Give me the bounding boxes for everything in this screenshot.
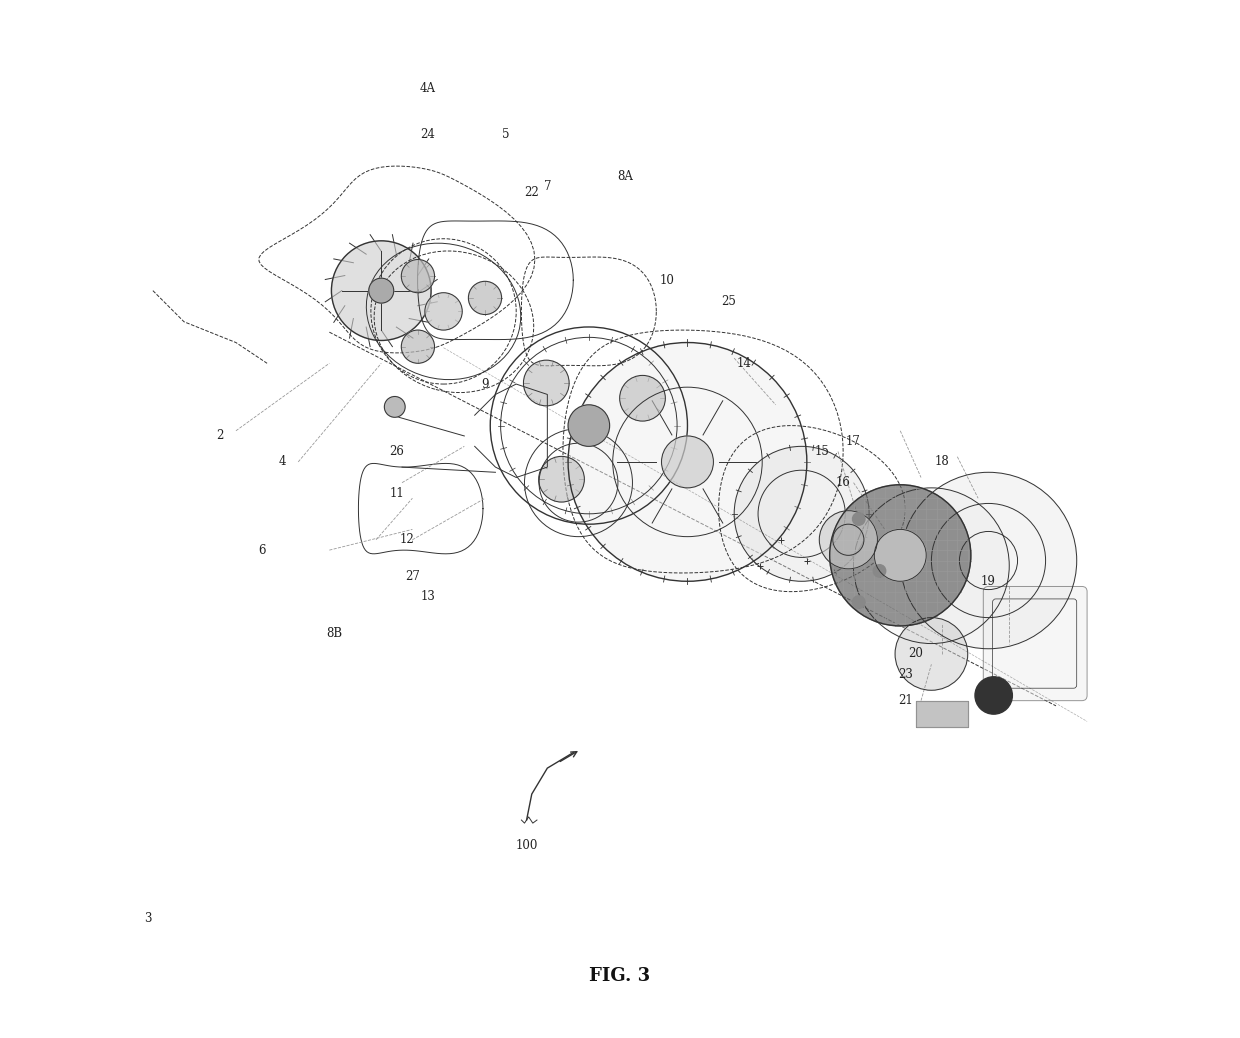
Text: 8B: 8B <box>326 627 342 639</box>
Text: 26: 26 <box>389 445 404 458</box>
Circle shape <box>368 278 394 303</box>
FancyBboxPatch shape <box>983 586 1087 701</box>
Text: 19: 19 <box>981 575 996 588</box>
Circle shape <box>568 343 807 581</box>
Text: FIG. 3: FIG. 3 <box>589 966 651 985</box>
Text: 18: 18 <box>935 456 949 468</box>
Circle shape <box>661 436 713 488</box>
Circle shape <box>734 446 869 581</box>
Text: 20: 20 <box>909 648 924 660</box>
Text: 4: 4 <box>279 456 286 468</box>
Circle shape <box>402 330 434 363</box>
Text: 8A: 8A <box>618 170 634 183</box>
Text: 14: 14 <box>737 357 751 370</box>
Circle shape <box>853 513 866 525</box>
Circle shape <box>873 565 885 577</box>
Circle shape <box>568 405 610 446</box>
Text: 17: 17 <box>846 435 861 447</box>
Circle shape <box>874 529 926 581</box>
Circle shape <box>402 260 434 293</box>
Circle shape <box>331 241 432 340</box>
Text: 9: 9 <box>481 378 489 390</box>
Text: 27: 27 <box>405 570 420 582</box>
Text: 7: 7 <box>543 181 551 193</box>
Text: 6: 6 <box>258 544 265 556</box>
Text: 2: 2 <box>217 430 224 442</box>
Text: 10: 10 <box>660 274 675 286</box>
Circle shape <box>820 511 878 569</box>
Text: 25: 25 <box>722 295 737 307</box>
Circle shape <box>853 488 1009 644</box>
Text: 16: 16 <box>836 476 851 489</box>
Text: 21: 21 <box>898 694 913 707</box>
Text: 12: 12 <box>399 534 414 546</box>
Circle shape <box>830 485 971 626</box>
Circle shape <box>853 596 866 608</box>
Text: 100: 100 <box>516 840 538 852</box>
Circle shape <box>975 677 1012 714</box>
Text: 11: 11 <box>389 487 404 499</box>
Circle shape <box>895 618 967 690</box>
Text: 5: 5 <box>502 129 510 141</box>
Text: 24: 24 <box>420 129 435 141</box>
Circle shape <box>469 281 502 315</box>
Bar <box>916 701 967 727</box>
Text: 22: 22 <box>525 186 539 198</box>
Text: 4A: 4A <box>420 82 436 94</box>
Circle shape <box>425 293 463 330</box>
Text: 15: 15 <box>815 445 830 458</box>
Text: 3: 3 <box>144 912 151 925</box>
Circle shape <box>620 376 666 421</box>
Circle shape <box>384 397 405 417</box>
Circle shape <box>900 472 1076 649</box>
Circle shape <box>523 360 569 406</box>
Text: 13: 13 <box>420 591 435 603</box>
Text: 23: 23 <box>898 668 913 681</box>
Circle shape <box>538 457 584 502</box>
